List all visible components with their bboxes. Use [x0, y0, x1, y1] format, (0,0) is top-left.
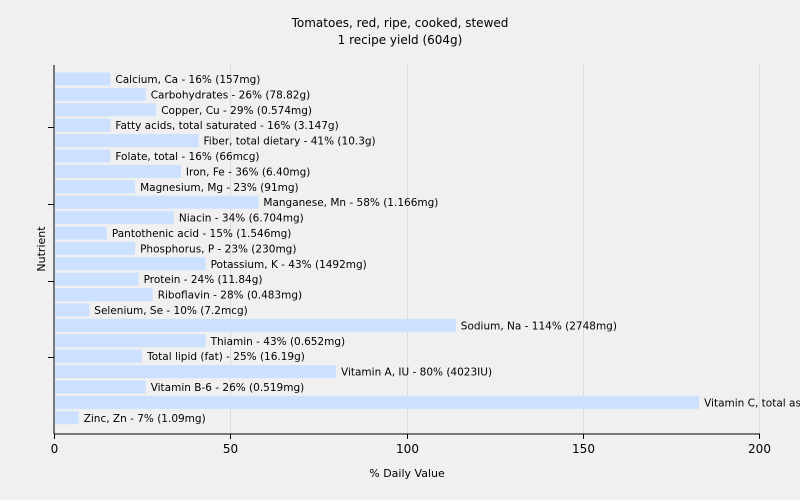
x-axis-label: % Daily Value	[369, 467, 445, 480]
x-tick-label: 200	[748, 442, 771, 456]
bar	[55, 195, 259, 209]
bar-data-label: Magnesium, Mg - 23% (91mg)	[140, 182, 299, 194]
bar	[55, 257, 206, 271]
x-tick-label: 50	[223, 442, 238, 456]
bar-data-label: Protein - 24% (11.84g)	[144, 274, 263, 286]
bar-data-label: Calcium, Ca - 16% (157mg)	[115, 74, 260, 86]
bar	[55, 134, 199, 148]
bar-data-label: Manganese, Mn - 58% (1.166mg)	[263, 197, 438, 209]
bar	[55, 211, 174, 225]
bar-data-label: Phosphorus, P - 23% (230mg)	[140, 243, 296, 255]
bar-data-label: Vitamin C, total ascorbic acid - 183% (1…	[704, 397, 800, 409]
bar	[55, 303, 90, 317]
bar	[55, 87, 146, 101]
bar-data-label: Iron, Fe - 36% (6.40mg)	[186, 166, 310, 178]
bar-data-label: Potassium, K - 43% (1492mg)	[211, 259, 367, 271]
bar	[55, 349, 143, 363]
bar-data-label: Vitamin A, IU - 80% (4023IU)	[341, 367, 492, 379]
x-ticks: 0 50 100 150 200	[48, 127, 771, 456]
bar-data-label: Vitamin B-6 - 26% (0.519mg)	[151, 382, 305, 394]
bar	[55, 149, 111, 163]
bar	[55, 103, 157, 117]
bar-data-label: Copper, Cu - 29% (0.574mg)	[161, 105, 312, 117]
bar	[55, 411, 79, 425]
bar	[55, 395, 700, 409]
bar-data-label: Folate, total - 16% (66mcg)	[115, 151, 259, 163]
bar	[55, 365, 336, 379]
bar	[55, 380, 146, 394]
x-tick-label: 100	[396, 442, 419, 456]
bar-data-label: Pantothenic acid - 15% (1.546mg)	[112, 228, 291, 240]
bar	[55, 318, 456, 332]
bar-data-label: Fatty acids, total saturated - 16% (3.14…	[115, 120, 338, 132]
bar-data-label: Niacin - 34% (6.704mg)	[179, 213, 304, 225]
bar-data-label: Zinc, Zn - 7% (1.09mg)	[84, 413, 206, 425]
bar	[55, 118, 111, 132]
bar	[55, 272, 139, 286]
bar-data-label: Sodium, Na - 114% (2748mg)	[461, 320, 617, 332]
bar	[55, 288, 153, 302]
bar	[55, 334, 206, 348]
bar-data-label: Thiamin - 43% (0.652mg)	[210, 336, 346, 348]
y-axis-label: Nutrient	[35, 226, 48, 272]
bars: Calcium, Ca - 16% (157mg) Carbohydrates -…	[55, 72, 800, 425]
x-tick-label: 150	[572, 442, 595, 456]
chart-title: Tomatoes, red, ripe, cooked, stewed	[291, 16, 509, 30]
bar	[55, 180, 136, 194]
bar-data-label: Selenium, Se - 10% (7.2mcg)	[94, 305, 247, 317]
bar-data-label: Fiber, total dietary - 41% (10.3g)	[204, 136, 376, 148]
bar	[55, 72, 111, 86]
x-tick-label: 0	[51, 442, 59, 456]
bar	[55, 226, 107, 240]
bar-data-label: Carbohydrates - 26% (78.82g)	[151, 89, 311, 101]
bar	[55, 164, 181, 178]
bar	[55, 241, 136, 255]
chart-subtitle: 1 recipe yield (604g)	[338, 33, 463, 47]
bar-data-label: Total lipid (fat) - 25% (16.19g)	[146, 351, 305, 363]
bar-data-label: Riboflavin - 28% (0.483mg)	[158, 290, 302, 302]
